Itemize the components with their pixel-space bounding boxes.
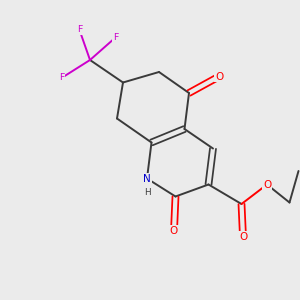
Text: O: O — [239, 232, 247, 242]
Text: O: O — [215, 71, 223, 82]
Text: F: F — [59, 74, 64, 82]
Text: H: H — [144, 188, 150, 197]
Text: O: O — [263, 179, 271, 190]
Text: F: F — [77, 26, 82, 34]
Text: F: F — [113, 33, 118, 42]
Text: O: O — [170, 226, 178, 236]
Text: N: N — [143, 173, 151, 184]
